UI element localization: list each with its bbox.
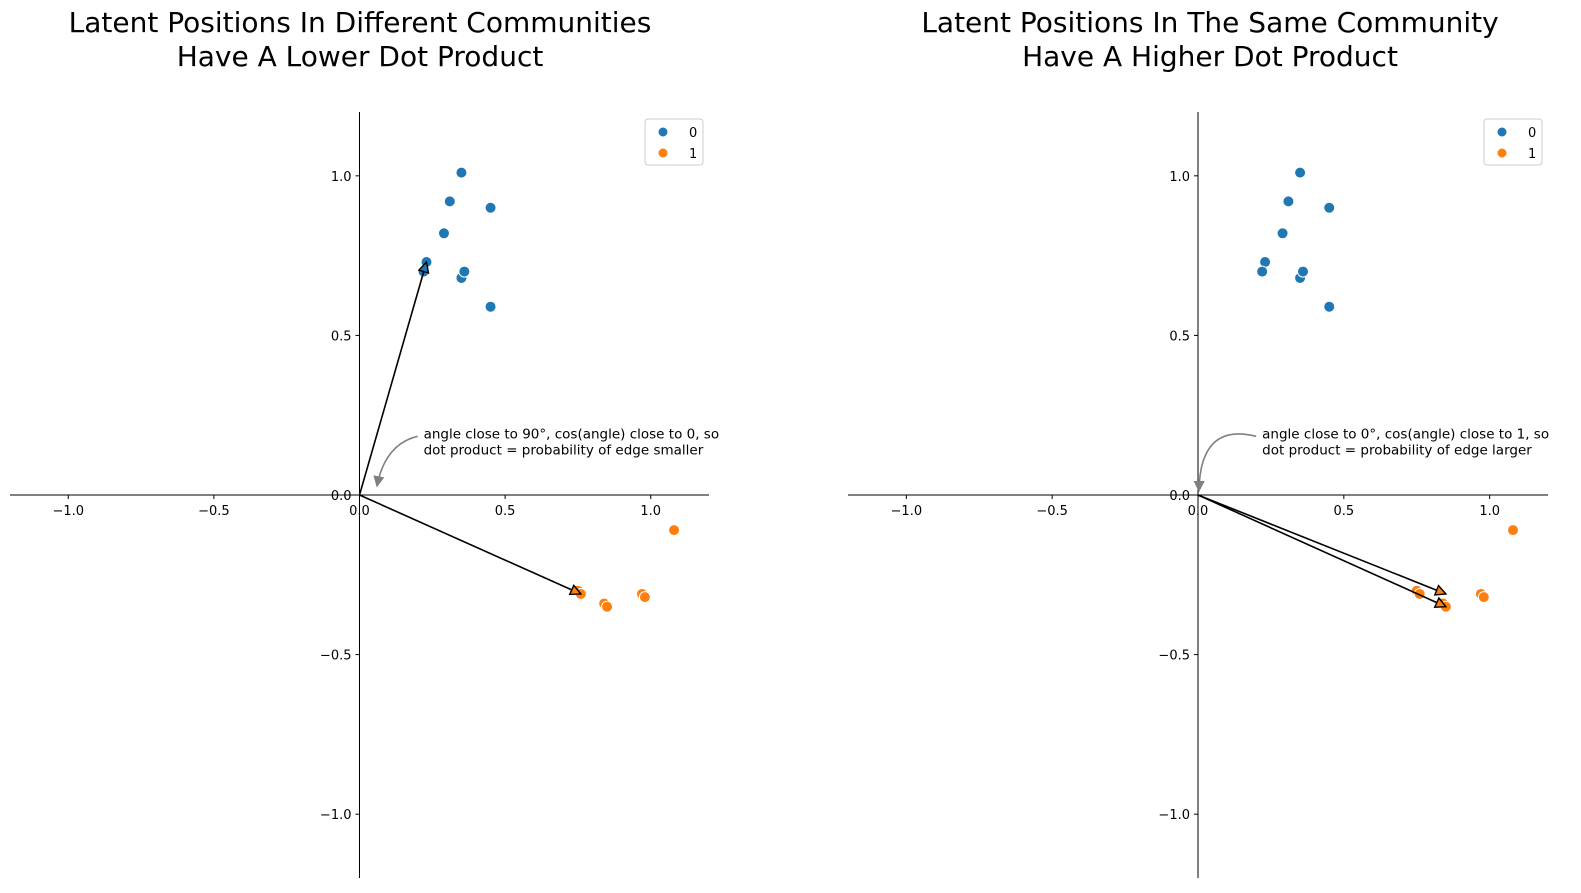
x-tick-label: −0.5 xyxy=(1036,504,1068,519)
x-tick-label: 1.0 xyxy=(1479,504,1500,519)
annotation-text-line: dot product = probability of edge smalle… xyxy=(424,442,704,458)
latent-vector-arrowhead xyxy=(568,583,583,596)
chart-title-left: Latent Positions In Different Communitie… xyxy=(0,6,740,74)
y-tick-label: −0.5 xyxy=(320,649,352,664)
chart-title-left-line-1: Latent Positions In Different Communitie… xyxy=(68,6,652,39)
legend-marker-0 xyxy=(1496,126,1508,138)
annotation-arrow xyxy=(373,435,418,488)
latent-vector-arrowhead xyxy=(417,260,430,274)
legend-label-0: 0 xyxy=(1528,126,1536,141)
scatter-panel-right: −1.0 −0.5 0.0 0.5 1.0 −1.0 −0.5 0.0 0.5 1.0 angle … xyxy=(848,112,1549,878)
data-point-community-0 xyxy=(458,265,471,278)
chart-title-right-line-1: Latent Positions In The Same Community xyxy=(921,6,1499,39)
x-tick-label: 0.0 xyxy=(349,504,370,519)
data-point-community-0 xyxy=(443,195,456,208)
y-tick-label: 1.0 xyxy=(331,170,352,185)
annotation-text-line: angle close to 0°, cos(angle) close to 1… xyxy=(1262,426,1549,442)
data-point-community-0 xyxy=(1256,265,1269,278)
y-tick-label: 1.0 xyxy=(1169,170,1190,185)
y-tick-label: 0.0 xyxy=(331,489,352,504)
chart-title-right: Latent Positions In The Same Community H… xyxy=(830,6,1581,74)
data-point-community-0 xyxy=(1297,265,1309,278)
legend-marker-0 xyxy=(657,126,669,138)
x-tick-label: 0.0 xyxy=(1188,504,1209,519)
data-point-community-0 xyxy=(1323,300,1336,313)
latent-vector-line xyxy=(1197,494,1437,591)
data-point-community-0 xyxy=(1294,166,1307,179)
annotation-arrow xyxy=(1193,433,1257,493)
x-tick-label: −1.0 xyxy=(52,504,84,519)
legend-label-0: 0 xyxy=(689,126,697,141)
data-point-community-0 xyxy=(484,201,497,214)
legend-marker-1 xyxy=(1496,147,1508,159)
chart-title-right-line-2: Have A Higher Dot Product xyxy=(1022,40,1398,73)
scatter-panel-left: −1.0 −0.5 0.0 0.5 1.0 −1.0 −0.5 0.0 0.5 1.0 angle … xyxy=(10,112,719,878)
chart-title-left-line-2: Have A Lower Dot Product xyxy=(176,40,544,73)
latent-vector-line xyxy=(359,494,573,591)
y-tick-label: −1.0 xyxy=(1158,808,1190,823)
data-point-community-0 xyxy=(1323,201,1336,214)
x-tick-label: 0.5 xyxy=(495,504,516,519)
data-point-community-0 xyxy=(455,166,468,179)
data-point-community-1 xyxy=(1507,524,1519,537)
annotation-text-line: angle close to 90°, cos(angle) close to … xyxy=(424,426,720,442)
latent-vector-arrowhead xyxy=(1433,584,1448,596)
x-tick-label: −0.5 xyxy=(198,504,230,519)
x-tick-label: 1.0 xyxy=(640,504,661,519)
data-point-community-0 xyxy=(484,300,497,313)
data-point-community-1 xyxy=(601,600,614,613)
annotation-text-line: dot product = probability of edge larger xyxy=(1262,442,1532,458)
data-point-community-0 xyxy=(437,227,450,240)
latent-vector-line xyxy=(358,271,425,496)
legend-label-1: 1 xyxy=(1528,147,1536,162)
latent-vector-arrowhead xyxy=(1433,596,1448,608)
y-tick-label: 0.5 xyxy=(331,329,352,344)
y-tick-label: 0.5 xyxy=(1169,329,1190,344)
y-tick-label: 0.0 xyxy=(1169,489,1190,504)
data-point-community-0 xyxy=(1282,195,1295,208)
x-tick-label: 0.5 xyxy=(1333,504,1354,519)
y-tick-label: −0.5 xyxy=(1158,649,1190,664)
data-point-community-1 xyxy=(1477,591,1490,604)
legend-label-1: 1 xyxy=(689,147,697,162)
latent-vector-line xyxy=(1197,494,1438,604)
data-point-community-1 xyxy=(668,524,681,537)
y-tick-label: −1.0 xyxy=(320,808,352,823)
x-tick-label: −1.0 xyxy=(891,504,923,519)
legend-marker-1 xyxy=(657,147,669,159)
data-point-community-0 xyxy=(1276,227,1289,240)
data-point-community-1 xyxy=(638,591,651,604)
